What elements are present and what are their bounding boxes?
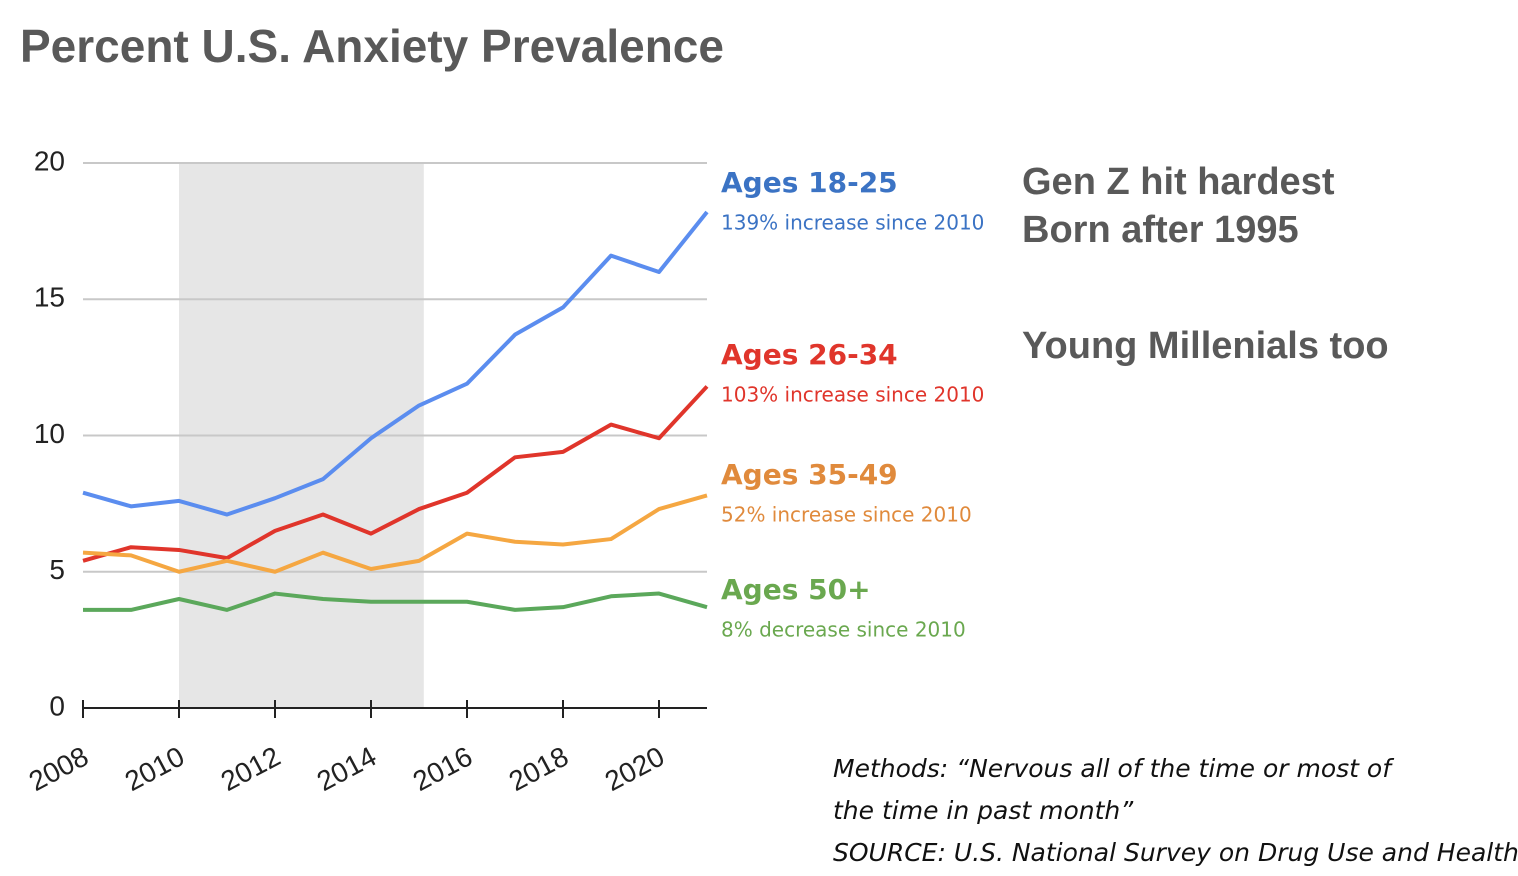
x-tick-label: 2014 [312, 740, 382, 797]
y-tick-label: 15 [34, 282, 65, 313]
x-tick-label: 2020 [600, 740, 670, 797]
x-tick-label: 2010 [120, 740, 190, 797]
series-note: 52% increase since 2010 [721, 503, 972, 527]
series-line [83, 591, 708, 612]
legend-label: Ages 26-34 [721, 338, 898, 371]
series-note: 139% increase since 2010 [721, 211, 984, 235]
y-tick-label: 5 [49, 554, 65, 585]
methods-text: Methods: “Nervous all of the time or mos… [833, 754, 1394, 783]
side-text: Born after 1995 [1022, 209, 1299, 251]
series-line [82, 385, 709, 563]
series-line [82, 210, 709, 517]
y-tick-label: 20 [34, 145, 65, 176]
x-tick-label: 2012 [216, 740, 286, 797]
side-text: Gen Z hit hardest [1022, 161, 1335, 203]
series-note: 103% increase since 2010 [721, 383, 984, 407]
x-tick-label: 2018 [504, 740, 574, 797]
series-line [82, 493, 708, 574]
x-tick-label: 2008 [24, 740, 94, 797]
chart-title: Percent U.S. Anxiety Prevalence [20, 20, 724, 72]
legend-label: Ages 35-49 [721, 458, 898, 491]
methods-text: the time in past month” [833, 796, 1134, 825]
side-text: Young Millenials too [1022, 325, 1389, 367]
legend-label: Ages 18-25 [721, 166, 898, 199]
y-tick-label: 0 [49, 690, 65, 721]
legend-label: Ages 50+ [721, 573, 871, 606]
series-note: 8% decrease since 2010 [721, 618, 966, 642]
methods-text: SOURCE: U.S. National Survey on Drug Use… [833, 838, 1518, 867]
y-tick-label: 10 [34, 418, 65, 449]
x-tick-label: 2016 [408, 740, 478, 797]
